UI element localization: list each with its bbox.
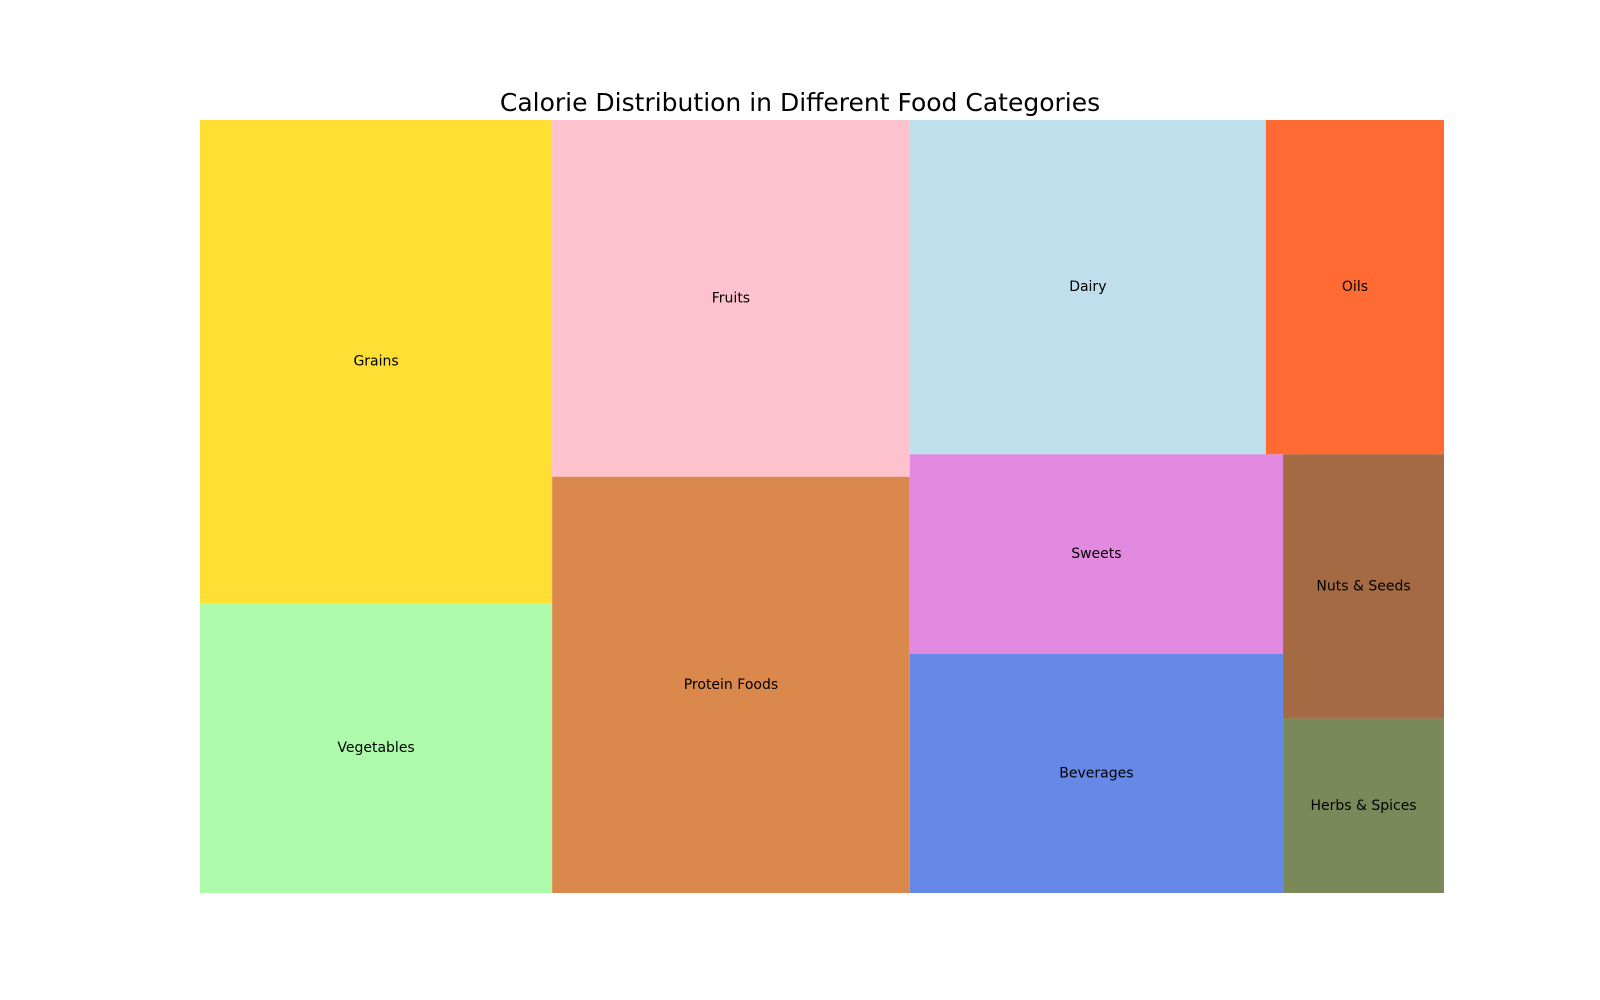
treemap-label-sweets: Sweets bbox=[1071, 546, 1121, 562]
treemap-label-fruits: Fruits bbox=[712, 290, 750, 306]
treemap-cell-protein-foods bbox=[552, 476, 910, 893]
treemap-label-oils: Oils bbox=[1342, 279, 1368, 295]
treemap-label-beverages: Beverages bbox=[1059, 765, 1133, 781]
treemap-cell-oils bbox=[1265, 120, 1444, 455]
treemap-label-vegetables: Vegetables bbox=[337, 740, 414, 756]
treemap-label-herbs-spices: Herbs & Spices bbox=[1310, 798, 1416, 814]
treemap-cell-dairy bbox=[909, 120, 1266, 455]
treemap-cell-sweets bbox=[909, 454, 1284, 654]
treemap-label-nuts-seeds: Nuts & Seeds bbox=[1316, 578, 1410, 594]
treemap-cell-herbs-spices bbox=[1283, 718, 1444, 893]
treemap-cell-nuts-seeds bbox=[1283, 454, 1444, 719]
treemap-label-grains: Grains bbox=[353, 354, 398, 370]
treemap-cell-vegetables bbox=[200, 603, 553, 893]
treemap-cell-beverages bbox=[909, 653, 1284, 893]
treemap-cell-fruits bbox=[552, 120, 910, 477]
treemap-label-protein-foods: Protein Foods bbox=[684, 677, 778, 693]
treemap-label-dairy: Dairy bbox=[1069, 279, 1106, 295]
treemap-cell-grains bbox=[200, 120, 553, 604]
chart-title: Calorie Distribution in Different Food C… bbox=[499, 88, 1101, 117]
